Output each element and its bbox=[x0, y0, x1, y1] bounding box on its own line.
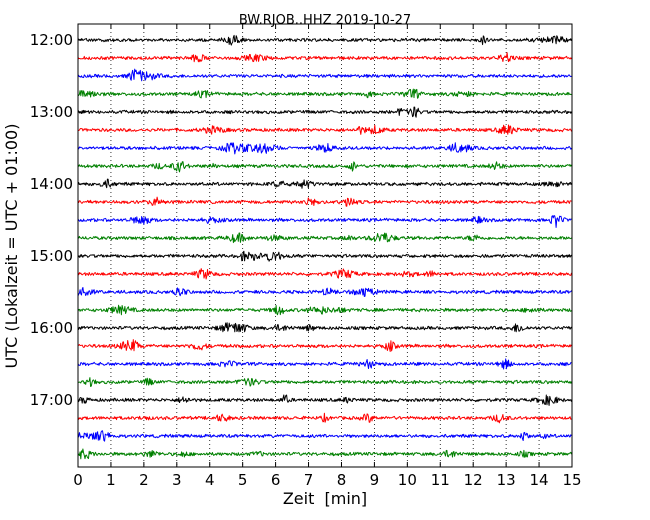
trace-1230 bbox=[77, 68, 572, 82]
trace-1645 bbox=[77, 377, 572, 387]
x-tick-label: 11 bbox=[431, 471, 450, 489]
x-tick-label: 7 bbox=[304, 471, 314, 489]
trace-1730 bbox=[77, 430, 572, 442]
y-tick-label: 16:00 bbox=[30, 319, 73, 337]
x-axis: 0 1 2 3 4 5 6 7 8 9 10 11 12 13 14 15 bbox=[73, 24, 582, 489]
x-tick-label: 12 bbox=[464, 471, 483, 489]
trace-1615 bbox=[77, 339, 572, 352]
x-tick-label: 5 bbox=[238, 471, 248, 489]
x-tick-label: 2 bbox=[139, 471, 149, 489]
trace-1300 bbox=[77, 106, 572, 118]
y-tick-label: 17:00 bbox=[30, 391, 73, 409]
y-tick-label: 15:00 bbox=[30, 247, 73, 265]
y-axis-label: UTC (Lokalzeit = UTC + 01:00) bbox=[2, 124, 21, 369]
y-tick-label: 12:00 bbox=[30, 31, 73, 49]
trace-1545 bbox=[77, 304, 572, 316]
trace-1500 bbox=[77, 250, 572, 262]
plot-frame bbox=[77, 23, 573, 468]
trace-1430 bbox=[77, 215, 572, 228]
y-tick-label: 13:00 bbox=[30, 103, 73, 121]
chart-title: BW.RJOB..HHZ 2019-10-27 bbox=[239, 13, 411, 28]
trace-1330 bbox=[77, 142, 572, 155]
trace-1200 bbox=[77, 34, 572, 46]
x-tick-label: 13 bbox=[497, 471, 516, 489]
x-axis-label: Zeit [min] bbox=[283, 489, 367, 508]
trace-1745 bbox=[77, 448, 572, 460]
trace-1630 bbox=[77, 358, 572, 370]
x-tick-label: 9 bbox=[370, 471, 380, 489]
x-tick-label: 1 bbox=[106, 471, 116, 489]
x-tick-label: 0 bbox=[73, 471, 83, 489]
x-tick-label: 14 bbox=[530, 471, 549, 489]
trace-1245 bbox=[77, 88, 572, 99]
y-axis: 12:00 13:00 14:00 15:00 16:00 17:00 bbox=[30, 31, 572, 409]
trace-1315 bbox=[77, 124, 572, 135]
x-tick-label: 8 bbox=[337, 471, 347, 489]
trace-1345 bbox=[77, 161, 572, 173]
y-tick-label: 14:00 bbox=[30, 175, 73, 193]
x-tick-label: 15 bbox=[562, 471, 581, 489]
x-tick-label: 6 bbox=[271, 471, 281, 489]
x-tick-label: 4 bbox=[205, 471, 215, 489]
trace-1600 bbox=[77, 322, 572, 333]
x-tick-label: 3 bbox=[172, 471, 182, 489]
trace-1715 bbox=[77, 412, 572, 424]
trace-1215 bbox=[77, 52, 572, 63]
trace-1445 bbox=[77, 232, 572, 244]
trace-1530 bbox=[77, 287, 572, 297]
trace-group bbox=[77, 34, 572, 460]
trace-1700 bbox=[77, 394, 572, 406]
trace-1400 bbox=[77, 178, 572, 189]
trace-1515 bbox=[77, 268, 572, 280]
x-tick-label: 10 bbox=[398, 471, 417, 489]
trace-1415 bbox=[77, 196, 572, 207]
